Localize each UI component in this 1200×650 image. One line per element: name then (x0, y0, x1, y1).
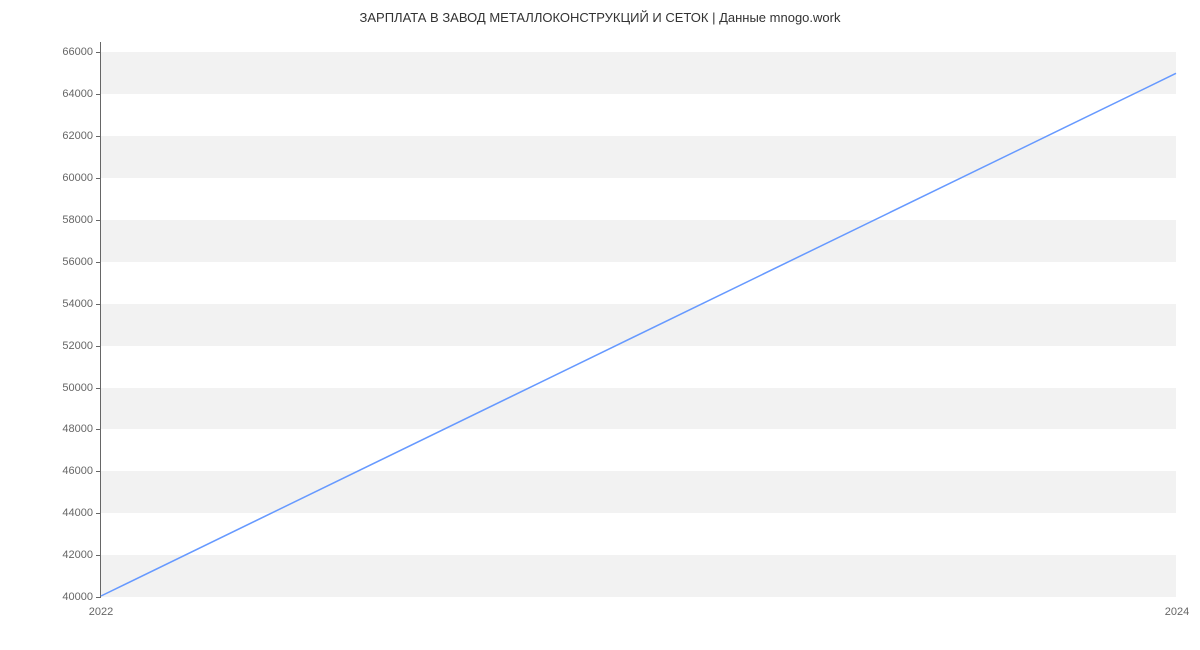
chart-line (101, 42, 1176, 596)
y-tick-label: 58000 (62, 214, 93, 226)
y-tick-mark (96, 178, 101, 179)
y-tick-label: 44000 (62, 507, 93, 519)
y-tick-label: 52000 (62, 340, 93, 352)
chart-container: 4000042000440004600048000500005200054000… (100, 42, 1176, 597)
y-tick-label: 48000 (62, 423, 93, 435)
y-tick-mark (96, 136, 101, 137)
y-tick-mark (96, 513, 101, 514)
y-tick-label: 46000 (62, 465, 93, 477)
y-tick-label: 56000 (62, 256, 93, 268)
y-tick-mark (96, 388, 101, 389)
y-tick-label: 50000 (62, 382, 93, 394)
y-tick-mark (96, 220, 101, 221)
y-tick-mark (96, 471, 101, 472)
y-tick-label: 60000 (62, 172, 93, 184)
chart-title: ЗАРПЛАТА В ЗАВОД МЕТАЛЛОКОНСТРУКЦИЙ И СЕ… (0, 0, 1200, 25)
x-tick-label: 2024 (1165, 606, 1189, 618)
y-tick-mark (96, 429, 101, 430)
y-tick-label: 42000 (62, 549, 93, 561)
y-tick-mark (96, 346, 101, 347)
x-tick-label: 2022 (89, 606, 113, 618)
y-tick-label: 66000 (62, 46, 93, 58)
y-tick-mark (96, 304, 101, 305)
y-tick-label: 40000 (62, 591, 93, 603)
plot-area: 4000042000440004600048000500005200054000… (100, 42, 1176, 597)
y-tick-mark (96, 94, 101, 95)
y-tick-label: 62000 (62, 130, 93, 142)
y-tick-label: 64000 (62, 88, 93, 100)
y-tick-mark (96, 597, 101, 598)
y-tick-mark (96, 262, 101, 263)
y-tick-mark (96, 52, 101, 53)
y-tick-mark (96, 555, 101, 556)
y-tick-label: 54000 (62, 298, 93, 310)
